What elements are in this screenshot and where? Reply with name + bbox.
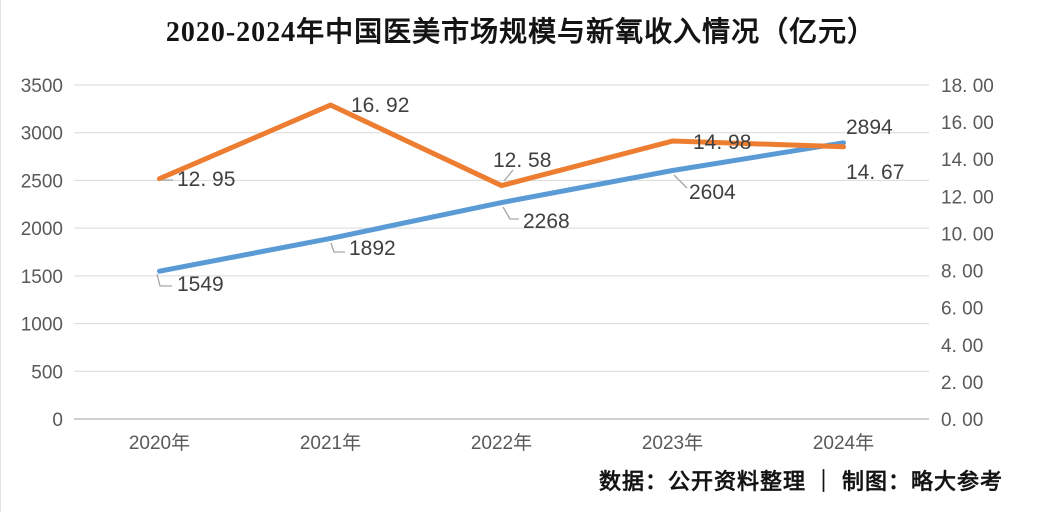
y-axis-right-tick-label: 16. 00 (941, 113, 994, 134)
x-axis-tick-label: 2022年 (471, 432, 532, 454)
y-axis-right-tick-label: 4. 00 (941, 336, 983, 357)
y-axis-left-tick-label: 500 (31, 362, 63, 383)
y-axis-left-tick-label: 3000 (21, 124, 63, 145)
y-axis-left-tick-label: 2000 (21, 219, 63, 240)
y-axis-left-tick-label: 1000 (21, 315, 63, 336)
data-label-leader-line (502, 206, 519, 220)
data-label: 12. 58 (493, 149, 551, 172)
data-label: 14. 98 (693, 131, 751, 154)
y-axis-right-tick-label: 18. 00 (941, 76, 994, 97)
y-axis-right-tick-label: 0. 00 (941, 410, 983, 431)
data-label: 2894 (846, 116, 893, 139)
data-label-leader-line (330, 242, 345, 253)
data-label: 12. 95 (177, 168, 235, 191)
y-axis-left-tick-label: 0 (52, 410, 63, 431)
data-label: 1892 (349, 237, 396, 260)
y-axis-right-tick-label: 8. 00 (941, 262, 983, 283)
y-axis-left-tick-label: 2500 (21, 171, 63, 192)
y-axis-right-tick-label: 14. 00 (941, 150, 994, 171)
x-axis-tick-label: 2020年 (129, 432, 190, 454)
data-label: 2268 (523, 210, 570, 233)
series-line-market-size (157, 140, 846, 274)
series-line-soyoung-revenue (157, 102, 846, 189)
data-label-leader-line (673, 174, 688, 189)
source-note: 数据：公开资料整理 ｜ 制图：略大参考 (598, 469, 1003, 494)
y-axis-right-tick-label: 2. 00 (941, 373, 983, 394)
data-label: 2604 (689, 181, 736, 204)
data-label-leader-line (503, 169, 514, 182)
chart-title: 2020-2024年中国医美市场规模与新氧收入情况（亿元） (165, 17, 877, 48)
x-axis-tick-label: 2023年 (642, 432, 703, 454)
y-axis-right-tick-label: 10. 00 (941, 224, 994, 245)
x-axis-tick-label: 2024年 (813, 432, 874, 454)
y-axis-left-tick-label: 1500 (21, 267, 63, 288)
x-axis-tick-label: 2021年 (300, 432, 361, 454)
y-axis-right-tick-label: 6. 00 (941, 299, 983, 320)
y-axis-right-tick-label: 12. 00 (941, 187, 994, 208)
data-label-leader-line (156, 273, 172, 287)
data-label: 14. 67 (846, 161, 904, 184)
y-axis-left-tick-label: 3500 (21, 76, 63, 97)
data-label: 16. 92 (351, 94, 409, 117)
data-label: 1549 (177, 273, 224, 296)
